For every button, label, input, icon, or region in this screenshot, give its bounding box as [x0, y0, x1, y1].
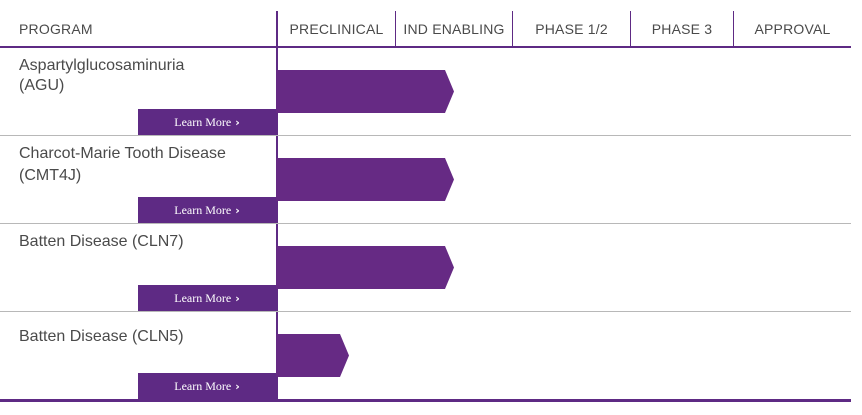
phase-header-preclinical: PRECLINICAL [289, 20, 384, 37]
learn-more-button-cmt4j[interactable]: Learn More › [138, 197, 276, 223]
phase-header-ind-enabling: IND ENABLING [395, 11, 512, 46]
program-name-cmt4j: Charcot-Marie Tooth Disease (CMT4J) [19, 145, 226, 184]
phase-header-phase-1-2: PHASE 1/2 [512, 11, 630, 46]
learn-more-button-cln5[interactable]: Learn More › [138, 373, 276, 399]
progress-bar-cln7 [276, 246, 454, 289]
row-divider [0, 223, 851, 224]
row-divider [0, 135, 851, 136]
learn-more-label: Learn More [174, 290, 232, 305]
learn-more-label: Learn More [174, 114, 232, 129]
header-divider [0, 46, 851, 48]
program-column-divider [276, 11, 278, 401]
program-name-cln7: Batten Disease (CLN7) [19, 233, 184, 250]
phase-header-approval: APPROVAL [733, 11, 851, 46]
row-divider [0, 311, 851, 312]
phase-header-phase-3: PHASE 3 [630, 11, 733, 46]
learn-more-button-agu[interactable]: Learn More › [138, 109, 276, 135]
chevron-right-icon: › [235, 115, 240, 129]
progress-bar-agu [276, 70, 454, 113]
learn-more-label: Learn More [174, 202, 232, 217]
table-bottom-border [0, 399, 851, 402]
learn-more-button-cln7[interactable]: Learn More › [138, 285, 276, 311]
program-name-cln5: Batten Disease (CLN5) [19, 328, 184, 345]
chevron-right-icon: › [235, 291, 240, 305]
progress-bar-cmt4j [276, 158, 454, 201]
chevron-right-icon: › [235, 203, 240, 217]
learn-more-label: Learn More [174, 378, 232, 393]
progress-bar-cln5 [276, 334, 349, 377]
program-name-agu: Aspartylglucosaminuria (AGU) [19, 57, 185, 94]
program-column-header: PROGRAM [19, 20, 93, 37]
chevron-right-icon: › [235, 379, 240, 393]
